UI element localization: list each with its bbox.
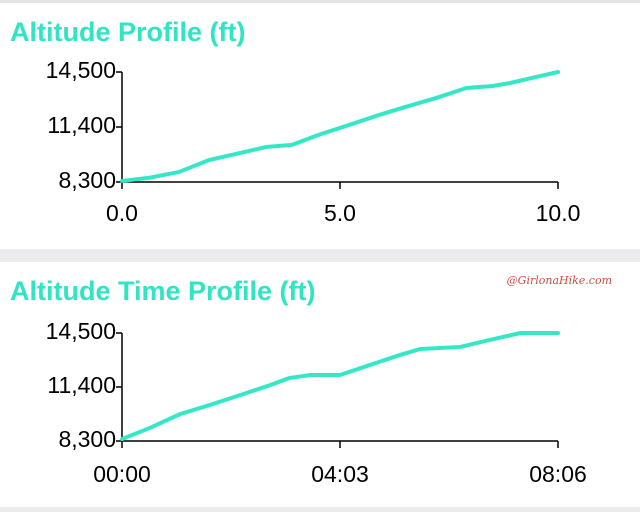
x-tick-label: 10.0 [536, 200, 581, 226]
chart-title: Altitude Profile (ft) [10, 17, 245, 47]
y-tick-label: 14,500 [46, 318, 116, 344]
chart-title: Altitude Time Profile (ft) [10, 276, 316, 306]
separator [0, 0, 640, 3]
y-tick-label: 14,500 [46, 57, 116, 83]
altitude-line [120, 70, 560, 183]
separator [0, 249, 640, 262]
altitude-line [120, 331, 560, 442]
y-tick-label: 8,300 [58, 426, 116, 452]
y-tick-label: 11,400 [47, 372, 116, 398]
y-tick-label: 11,400 [47, 112, 116, 138]
separator [0, 507, 640, 512]
x-tick-label: 00:00 [93, 461, 151, 487]
y-tick-label: 8,300 [58, 167, 116, 193]
x-tick-label: 0.0 [106, 200, 138, 226]
x-tick-label: 08:06 [529, 461, 587, 487]
watermark: @GirlonaHike.com [507, 274, 612, 287]
x-tick-label: 5.0 [324, 200, 356, 226]
x-tick-label: 04:03 [311, 461, 369, 487]
